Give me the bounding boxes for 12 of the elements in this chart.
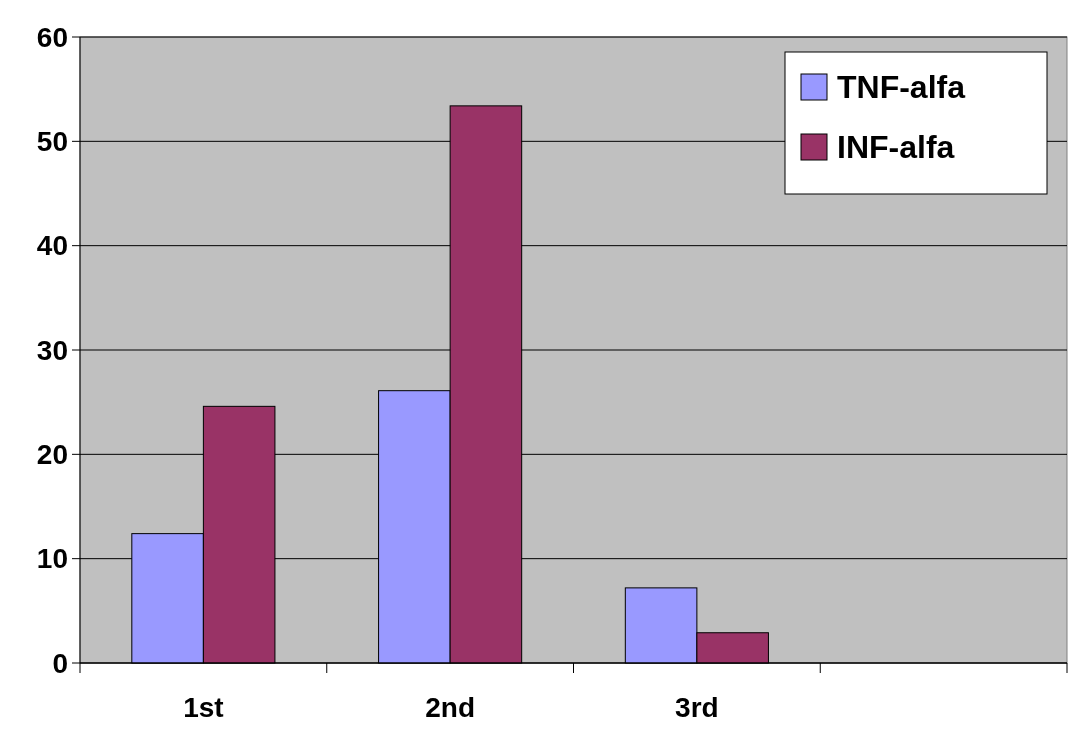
y-tick-label: 60	[36, 21, 68, 53]
legend-label: INF-alfa	[837, 129, 955, 166]
y-tick-label: 0	[52, 647, 68, 679]
y-tick-label: 30	[36, 334, 68, 366]
x-tick-label: 2nd	[425, 692, 476, 723]
x-tick-label: 1st	[183, 692, 224, 723]
x-tick-label: 3rd	[675, 692, 719, 723]
y-tick-label: 10	[36, 543, 68, 575]
legend-label: TNF-alfa	[837, 69, 966, 106]
y-tick-label: 50	[36, 126, 68, 158]
y-tick-label: 40	[36, 230, 68, 262]
y-tick-label: 20	[36, 439, 68, 471]
